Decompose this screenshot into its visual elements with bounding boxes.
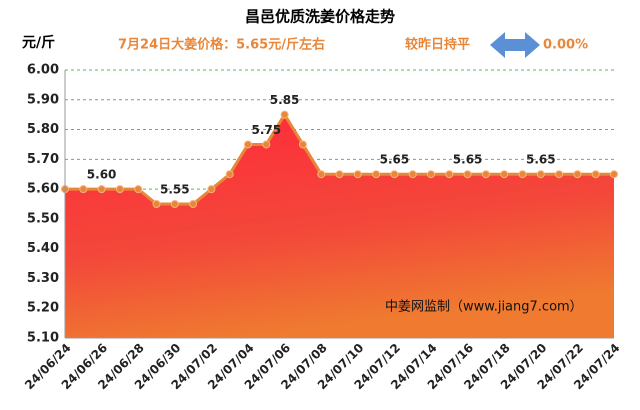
y-tick-label: 5.30 [27,271,59,286]
data-label: 5.65 [453,153,483,167]
y-tick-label: 5.60 [27,182,59,197]
change-value: 0.00% [543,38,588,53]
data-point [79,185,88,194]
area [65,114,614,339]
data-point [427,170,435,179]
y-tick-label: 5.70 [27,152,59,167]
data-point [115,185,124,194]
data-point [555,170,564,179]
change-label: 较昨日持平 [405,37,470,53]
data-point [390,170,399,179]
data-label: 5.55 [160,183,190,197]
y-tick-label: 5.40 [27,241,59,256]
data-label: 5.65 [380,153,410,167]
watermark: 中姜网监制（www.jiang7.com） [385,300,583,315]
data-point [591,170,600,179]
y-tick-label: 5.20 [27,301,59,316]
y-tick-label: 5.90 [27,92,59,107]
data-point [335,170,344,179]
data-point [518,170,527,179]
data-point [573,170,582,179]
data-point [353,170,362,179]
data-point [298,140,307,149]
double-arrow-icon [490,32,540,58]
subtitle: 7月24日大姜价格：5.65元/斤左右 [118,37,325,53]
data-point [170,200,179,208]
data-point [610,170,618,179]
y-axis-label: 元/斤 [22,34,55,51]
data-point [408,170,417,179]
y-tick-label: 6.00 [27,63,59,78]
y-tick-label: 5.80 [27,122,59,137]
data-point [152,200,161,208]
chart-title: 昌邑优质洗姜价格走势 [245,8,395,26]
y-tick-label: 5.50 [27,211,59,226]
data-label: 5.65 [526,153,556,167]
data-point [463,170,472,179]
data-point [481,170,490,179]
data-point [134,185,143,194]
data-point [225,170,234,179]
y-tick-label: 5.10 [27,331,59,346]
data-point [445,170,454,179]
data-label: 5.85 [270,93,300,107]
data-point [280,110,289,119]
data-point [97,185,106,194]
data-point [500,170,509,179]
data-point [536,170,545,179]
data-label: 5.75 [251,123,281,137]
data-point [317,170,326,179]
data-point [244,140,252,149]
data-point [262,140,271,149]
data-point [189,200,198,208]
data-point [372,170,381,179]
data-label: 5.60 [87,168,117,182]
data-point [207,185,216,194]
